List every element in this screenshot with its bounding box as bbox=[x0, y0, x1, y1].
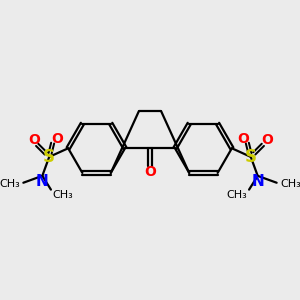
Text: O: O bbox=[261, 133, 273, 147]
Text: CH₃: CH₃ bbox=[280, 179, 300, 190]
Text: CH₃: CH₃ bbox=[0, 179, 20, 190]
Text: O: O bbox=[144, 165, 156, 179]
Text: N: N bbox=[251, 173, 264, 188]
Text: S: S bbox=[245, 148, 257, 166]
Text: CH₃: CH₃ bbox=[226, 190, 248, 200]
Text: S: S bbox=[43, 148, 55, 166]
Text: N: N bbox=[36, 173, 49, 188]
Text: O: O bbox=[51, 132, 63, 146]
Text: CH₃: CH₃ bbox=[52, 190, 74, 200]
Text: O: O bbox=[237, 132, 249, 146]
Text: O: O bbox=[28, 133, 40, 147]
